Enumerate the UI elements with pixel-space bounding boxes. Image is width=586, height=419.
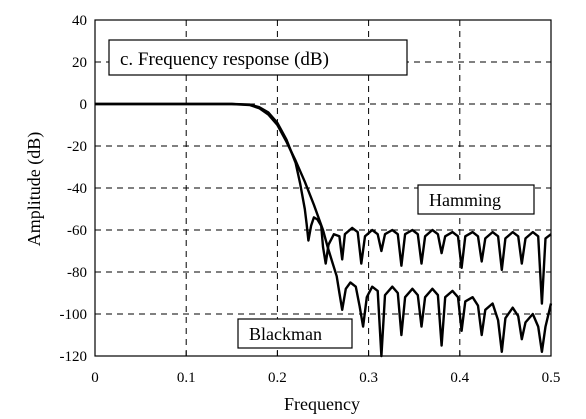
y-tick-label: -100 [60,307,88,323]
y-axis-label: Amplitude (dB) [24,132,45,247]
x-tick-label: 0.3 [359,370,378,386]
y-tick-label: -40 [67,181,87,197]
chart-title: c. Frequency response (dB) [120,49,329,70]
y-tick-label: 20 [72,55,87,71]
y-tick-label: -80 [67,265,87,281]
blackman-label: Blackman [249,324,322,344]
axis-ticks: 0 0.1 0.2 0.3 0.4 0.5 40 20 0 -20 -40 -60 -80 -100 -12… [60,13,561,386]
x-tick-label: 0.5 [542,370,561,386]
y-tick-label: -20 [67,139,87,155]
hamming-label: Hamming [429,190,501,210]
x-tick-label: 0 [91,370,99,386]
series-line-blackman [95,102,553,358]
chart-title-box: c. Frequency response (dB) [108,39,408,76]
series-layer [95,102,553,358]
x-axis-label: Frequency [284,394,360,414]
blackman-annotation: Blackman [237,318,353,349]
x-tick-label: 0.4 [450,370,469,386]
hamming-annotation: Hamming [417,184,535,215]
y-tick-label: -120 [60,349,88,365]
x-tick-label: 0.2 [268,370,287,386]
y-tick-label: 0 [80,97,88,113]
y-tick-label: 40 [72,13,87,29]
x-tick-label: 0.1 [177,370,196,386]
y-tick-label: -60 [67,223,87,239]
series-line-hamming [95,102,552,305]
